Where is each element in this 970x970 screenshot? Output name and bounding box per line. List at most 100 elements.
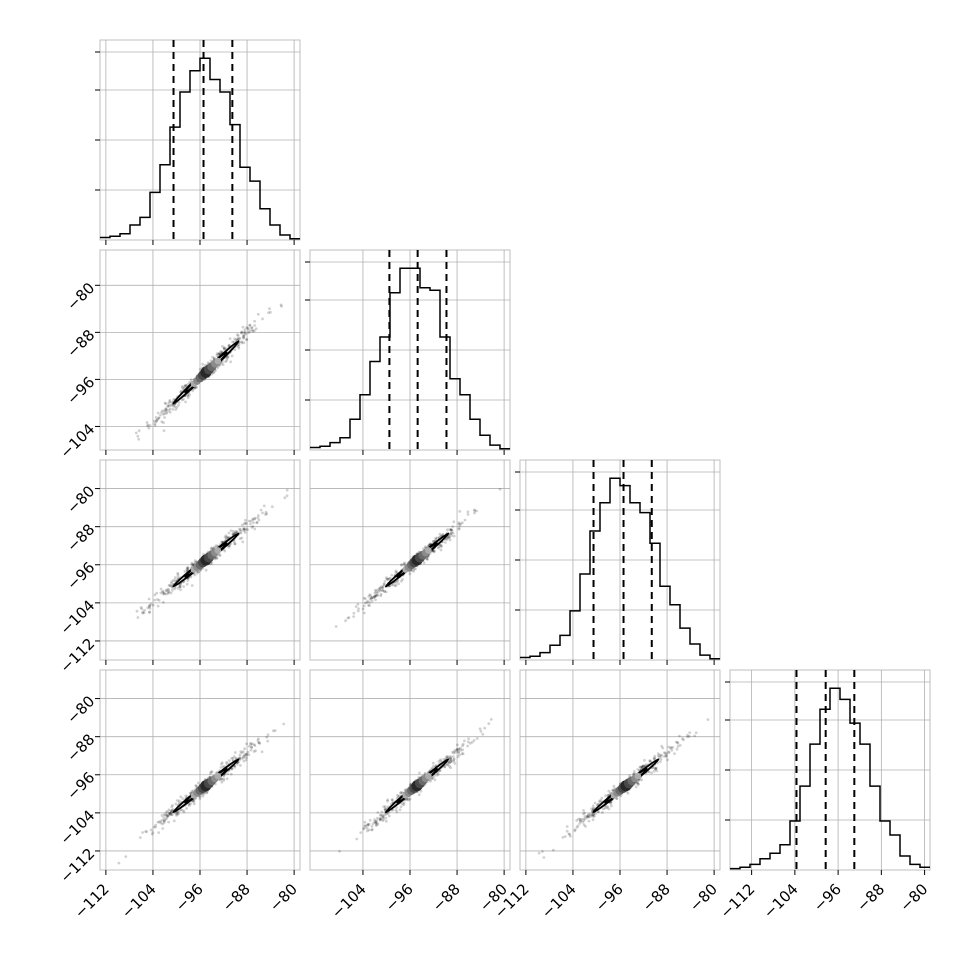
- density-peak: [214, 547, 222, 554]
- sample-point: [406, 798, 410, 801]
- sample-point: [362, 827, 365, 831]
- sample-point: [257, 741, 261, 745]
- sample-point: [245, 742, 249, 746]
- sample-point: [669, 746, 672, 750]
- sample-point: [437, 760, 441, 763]
- sample-point: [150, 832, 154, 836]
- sample-point: [371, 828, 374, 831]
- density-peak: [214, 772, 222, 780]
- sample-point: [591, 818, 595, 822]
- sample-point: [457, 750, 460, 754]
- sample-point: [141, 611, 145, 615]
- sample-point: [661, 746, 665, 750]
- sample-point: [466, 510, 470, 514]
- sample-point: [408, 572, 412, 576]
- x-tick-label: −80: [266, 880, 301, 915]
- sample-point: [225, 762, 229, 766]
- sample-point: [362, 611, 366, 615]
- sample-point: [447, 536, 451, 539]
- sample-point: [643, 758, 646, 762]
- sample-point: [352, 611, 356, 615]
- sample-point: [188, 393, 191, 397]
- sample-point: [599, 799, 603, 802]
- sample-point: [248, 323, 252, 327]
- sample-point: [454, 750, 457, 754]
- sample-point: [663, 751, 666, 755]
- sample-point: [186, 567, 190, 570]
- sample-point: [169, 403, 173, 407]
- sample-point: [587, 814, 590, 818]
- sample-point: [242, 527, 246, 531]
- sample-point: [449, 755, 452, 758]
- sample-point: [444, 756, 448, 760]
- x-tick-label: −104: [538, 880, 580, 922]
- sample-point: [632, 772, 635, 776]
- sample-point: [242, 755, 245, 758]
- scatter-panel: [99, 669, 301, 871]
- density-peak: [634, 772, 642, 780]
- sample-point: [587, 819, 591, 823]
- sample-point: [224, 536, 228, 540]
- sample-point: [551, 848, 555, 852]
- sample-point: [192, 802, 196, 806]
- sample-point: [432, 540, 435, 543]
- sample-point: [654, 766, 657, 770]
- sample-point: [178, 585, 182, 588]
- sample-point: [447, 756, 450, 760]
- sample-point: [243, 328, 247, 331]
- sample-point: [579, 819, 583, 823]
- sample-point: [162, 816, 166, 819]
- sample-point: [169, 584, 173, 588]
- sample-point: [164, 402, 168, 406]
- sample-point: [165, 813, 168, 816]
- sample-point: [370, 828, 374, 832]
- sample-point: [239, 531, 243, 535]
- sample-point: [201, 362, 205, 366]
- sample-point: [375, 593, 379, 597]
- sample-point: [395, 810, 399, 814]
- y-tick-label: −88: [63, 730, 98, 765]
- sample-point: [394, 571, 398, 574]
- sample-point: [186, 566, 190, 570]
- y-tick-label: −80: [63, 692, 98, 727]
- sample-point: [145, 421, 149, 424]
- sample-point: [652, 769, 656, 773]
- sample-point: [183, 385, 187, 388]
- scatter-panel: [309, 669, 511, 871]
- sample-point: [242, 336, 246, 339]
- sample-point: [255, 521, 259, 524]
- sample-point: [607, 789, 611, 793]
- sample-point: [592, 812, 595, 816]
- sample-point: [215, 556, 219, 560]
- sample-point: [228, 337, 232, 341]
- sample-point: [226, 536, 230, 540]
- sample-point: [394, 569, 398, 573]
- sample-point: [448, 535, 451, 539]
- sample-point: [382, 818, 385, 821]
- sample-point: [225, 760, 229, 764]
- sample-point: [210, 562, 214, 565]
- sample-point: [174, 802, 178, 806]
- sample-point: [394, 583, 398, 587]
- sample-point: [414, 567, 417, 571]
- sample-point: [434, 538, 438, 541]
- sample-point: [450, 760, 454, 763]
- sample-point: [215, 556, 218, 560]
- sample-point: [370, 597, 373, 600]
- sample-point: [222, 764, 226, 768]
- sample-point: [226, 356, 230, 359]
- sample-point: [236, 334, 240, 337]
- sample-point: [250, 745, 253, 749]
- sample-point: [671, 746, 675, 749]
- sample-point: [167, 583, 171, 587]
- sample-point: [461, 752, 465, 756]
- sample-point: [186, 579, 190, 582]
- sample-point: [285, 494, 289, 498]
- y-tick-label: −112: [57, 635, 99, 677]
- sample-point: [640, 778, 643, 782]
- sample-point: [164, 409, 167, 413]
- sample-point: [365, 826, 369, 830]
- sample-point: [338, 849, 341, 853]
- y-tick-label: −96: [63, 558, 98, 593]
- sample-point: [426, 558, 429, 561]
